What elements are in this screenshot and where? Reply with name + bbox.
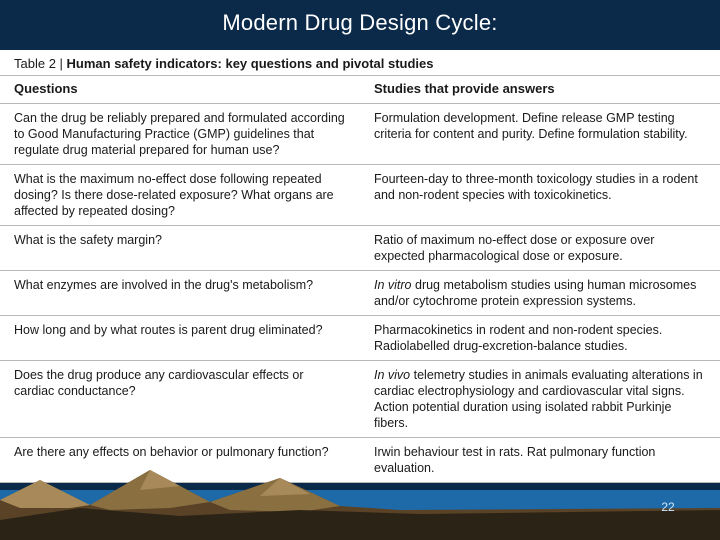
question-cell: Are there any effects on behavior or pul…: [0, 437, 360, 482]
table-header-row: Questions Studies that provide answers: [0, 76, 720, 104]
safety-table: Questions Studies that provide answers C…: [0, 75, 720, 483]
answer-cell: In vivo telemetry studies in animals eva…: [360, 360, 720, 437]
answer-cell: Irwin behaviour test in rats. Rat pulmon…: [360, 437, 720, 482]
answer-cell: In vitro drug metabolism studies using h…: [360, 270, 720, 315]
question-cell: What enzymes are involved in the drug's …: [0, 270, 360, 315]
table-caption-text: Human safety indicators: key questions a…: [67, 56, 434, 71]
answer-cell: Ratio of maximum no-effect dose or expos…: [360, 225, 720, 270]
question-cell: What is the maximum no-effect dose follo…: [0, 164, 360, 225]
page-number: 22: [656, 500, 680, 514]
answer-cell: Pharmacokinetics in rodent and non-roden…: [360, 315, 720, 360]
question-cell: Does the drug produce any cardiovascular…: [0, 360, 360, 437]
table-row: How long and by what routes is parent dr…: [0, 315, 720, 360]
table-row: What enzymes are involved in the drug's …: [0, 270, 720, 315]
question-cell: Can the drug be reliably prepared and fo…: [0, 103, 360, 164]
answer-cell: Fourteen-day to three-month toxicology s…: [360, 164, 720, 225]
answer-cell: Formulation development. Define release …: [360, 103, 720, 164]
table-caption-label: Table 2 |: [14, 56, 67, 71]
question-cell: What is the safety margin?: [0, 225, 360, 270]
table-body: Can the drug be reliably prepared and fo…: [0, 103, 720, 482]
table-row: Does the drug produce any cardiovascular…: [0, 360, 720, 437]
table-row: Can the drug be reliably prepared and fo…: [0, 103, 720, 164]
table-container: Table 2 | Human safety indicators: key q…: [0, 50, 720, 483]
table-row: What is the maximum no-effect dose follo…: [0, 164, 720, 225]
table-row: What is the safety margin?Ratio of maxim…: [0, 225, 720, 270]
column-header-studies: Studies that provide answers: [360, 76, 720, 104]
column-header-questions: Questions: [0, 76, 360, 104]
page-title: Modern Drug Design Cycle:: [0, 0, 720, 50]
table-caption: Table 2 | Human safety indicators: key q…: [0, 50, 720, 75]
table-row: Are there any effects on behavior or pul…: [0, 437, 720, 482]
question-cell: How long and by what routes is parent dr…: [0, 315, 360, 360]
